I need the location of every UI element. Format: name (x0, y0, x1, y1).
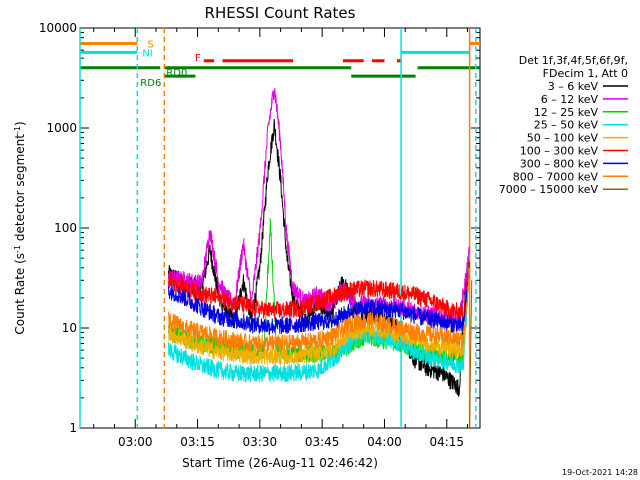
flag-label-rd0: RD0 (166, 68, 187, 79)
vertical-markers (79, 28, 477, 428)
y-axis-label-rest: detector segment (13, 134, 27, 245)
y-axis-label-close: ) (13, 121, 27, 126)
legend-header-line-1: Det 1f,3f,4f,5f,6f,9f, (519, 54, 628, 67)
x-tick-label: 04:00 (367, 435, 402, 449)
flag-label-s: S (147, 39, 153, 50)
legend-entry-label: 6 – 12 keV (541, 93, 599, 106)
y-axis-label-superscript-2: -1 (13, 126, 22, 134)
state-flags: SNI F RD0 RD6 (80, 39, 480, 89)
timestamp: 19-Oct-2021 14:28 (562, 468, 638, 477)
flag-label-ni: NI (142, 48, 152, 59)
y-tick-label: 10000 (39, 21, 77, 35)
plot-axes: 1 10 100 1000 10000 03:00 03:15 03:30 03:45 04:00… (39, 21, 481, 449)
series-lines (168, 87, 473, 429)
y-axis-label-superscript: -1 (13, 245, 22, 253)
x-tick-label: 03:30 (243, 435, 278, 449)
flag-label-rd6: RD6 (140, 78, 161, 89)
flag-label-f: F (195, 53, 201, 64)
x-tick-label: 03:45 (305, 435, 340, 449)
y-tick-label: 10 (62, 321, 77, 335)
y-axis-label-main: Count Rate (s (13, 253, 27, 335)
series-line-8 (469, 280, 473, 429)
legend-entry-label: 3 – 6 keV (548, 80, 599, 93)
x-tick-label: 03:00 (118, 435, 153, 449)
x-tick-label: 03:15 (180, 435, 215, 449)
legend-entry-label: 800 – 7000 keV (513, 170, 599, 183)
chart-title: RHESSI Count Rates (205, 4, 356, 22)
legend-header-line-2: FDecim 1, Att 0 (543, 67, 628, 80)
y-tick-label: 100 (54, 221, 77, 235)
series-line-6 (168, 265, 471, 335)
legend-entry-label: 12 – 25 keV (534, 106, 599, 119)
series-line-5 (168, 260, 471, 321)
legend-entry-label: 50 – 100 keV (527, 132, 599, 145)
y-axis-label: Count Rate (s-1 detector segment-1) (13, 121, 28, 334)
legend-entry-label: 7000 – 15000 keV (499, 183, 599, 196)
legend-entry-label: 300 – 800 keV (520, 157, 599, 170)
legend-entry-label: 25 – 50 keV (534, 119, 599, 132)
x-axis-label: Start Time (26-Aug-11 02:46:42) (182, 456, 378, 470)
x-tick-label: 04:15 (429, 435, 464, 449)
series-line-7 (168, 267, 471, 353)
legend-entry-label: 100 – 300 keV (520, 145, 599, 158)
y-tick-label: 1 (69, 421, 77, 435)
y-tick-label: 1000 (46, 121, 77, 135)
